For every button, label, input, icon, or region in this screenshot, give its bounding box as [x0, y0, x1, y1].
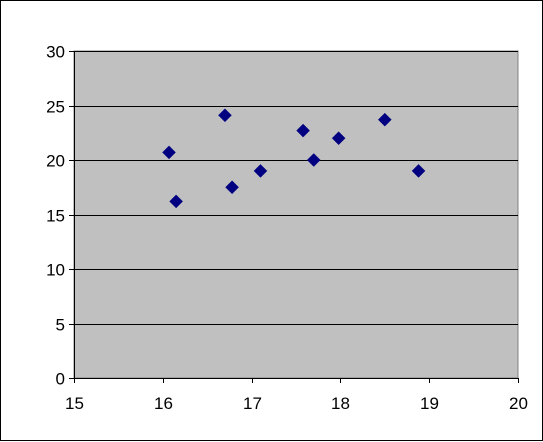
data-point — [218, 108, 232, 123]
y-tick-label: 20 — [46, 152, 65, 171]
y-tick-label: 15 — [46, 207, 65, 226]
x-tick-label: 19 — [420, 394, 439, 413]
y-tick-label: 10 — [46, 261, 65, 280]
x-tick-label: 15 — [65, 394, 84, 413]
data-point — [253, 164, 268, 178]
x-tick-label: 17 — [243, 394, 262, 413]
data-point — [377, 112, 392, 127]
grid-lines — [74, 51, 518, 325]
data-point — [411, 164, 426, 178]
data-point — [162, 145, 176, 160]
y-tick-label: 5 — [56, 316, 65, 335]
data-point — [225, 180, 239, 195]
x-tick-label: 16 — [154, 394, 173, 413]
data-point — [169, 194, 183, 209]
data-point — [331, 131, 346, 146]
plot-area — [73, 50, 519, 379]
data-point — [306, 153, 321, 167]
data-points — [162, 108, 426, 209]
axes — [69, 51, 519, 383]
y-tick-label: 30 — [46, 43, 65, 62]
y-tick-label: 0 — [56, 370, 65, 389]
x-tick-label: 18 — [331, 394, 350, 413]
tick-labels: 0 5 10 15 20 25 30 15 16 17 18 19 20 — [46, 43, 528, 414]
x-tick-label: 20 — [509, 394, 528, 413]
y-tick-label: 25 — [46, 98, 65, 117]
data-point — [296, 123, 310, 138]
